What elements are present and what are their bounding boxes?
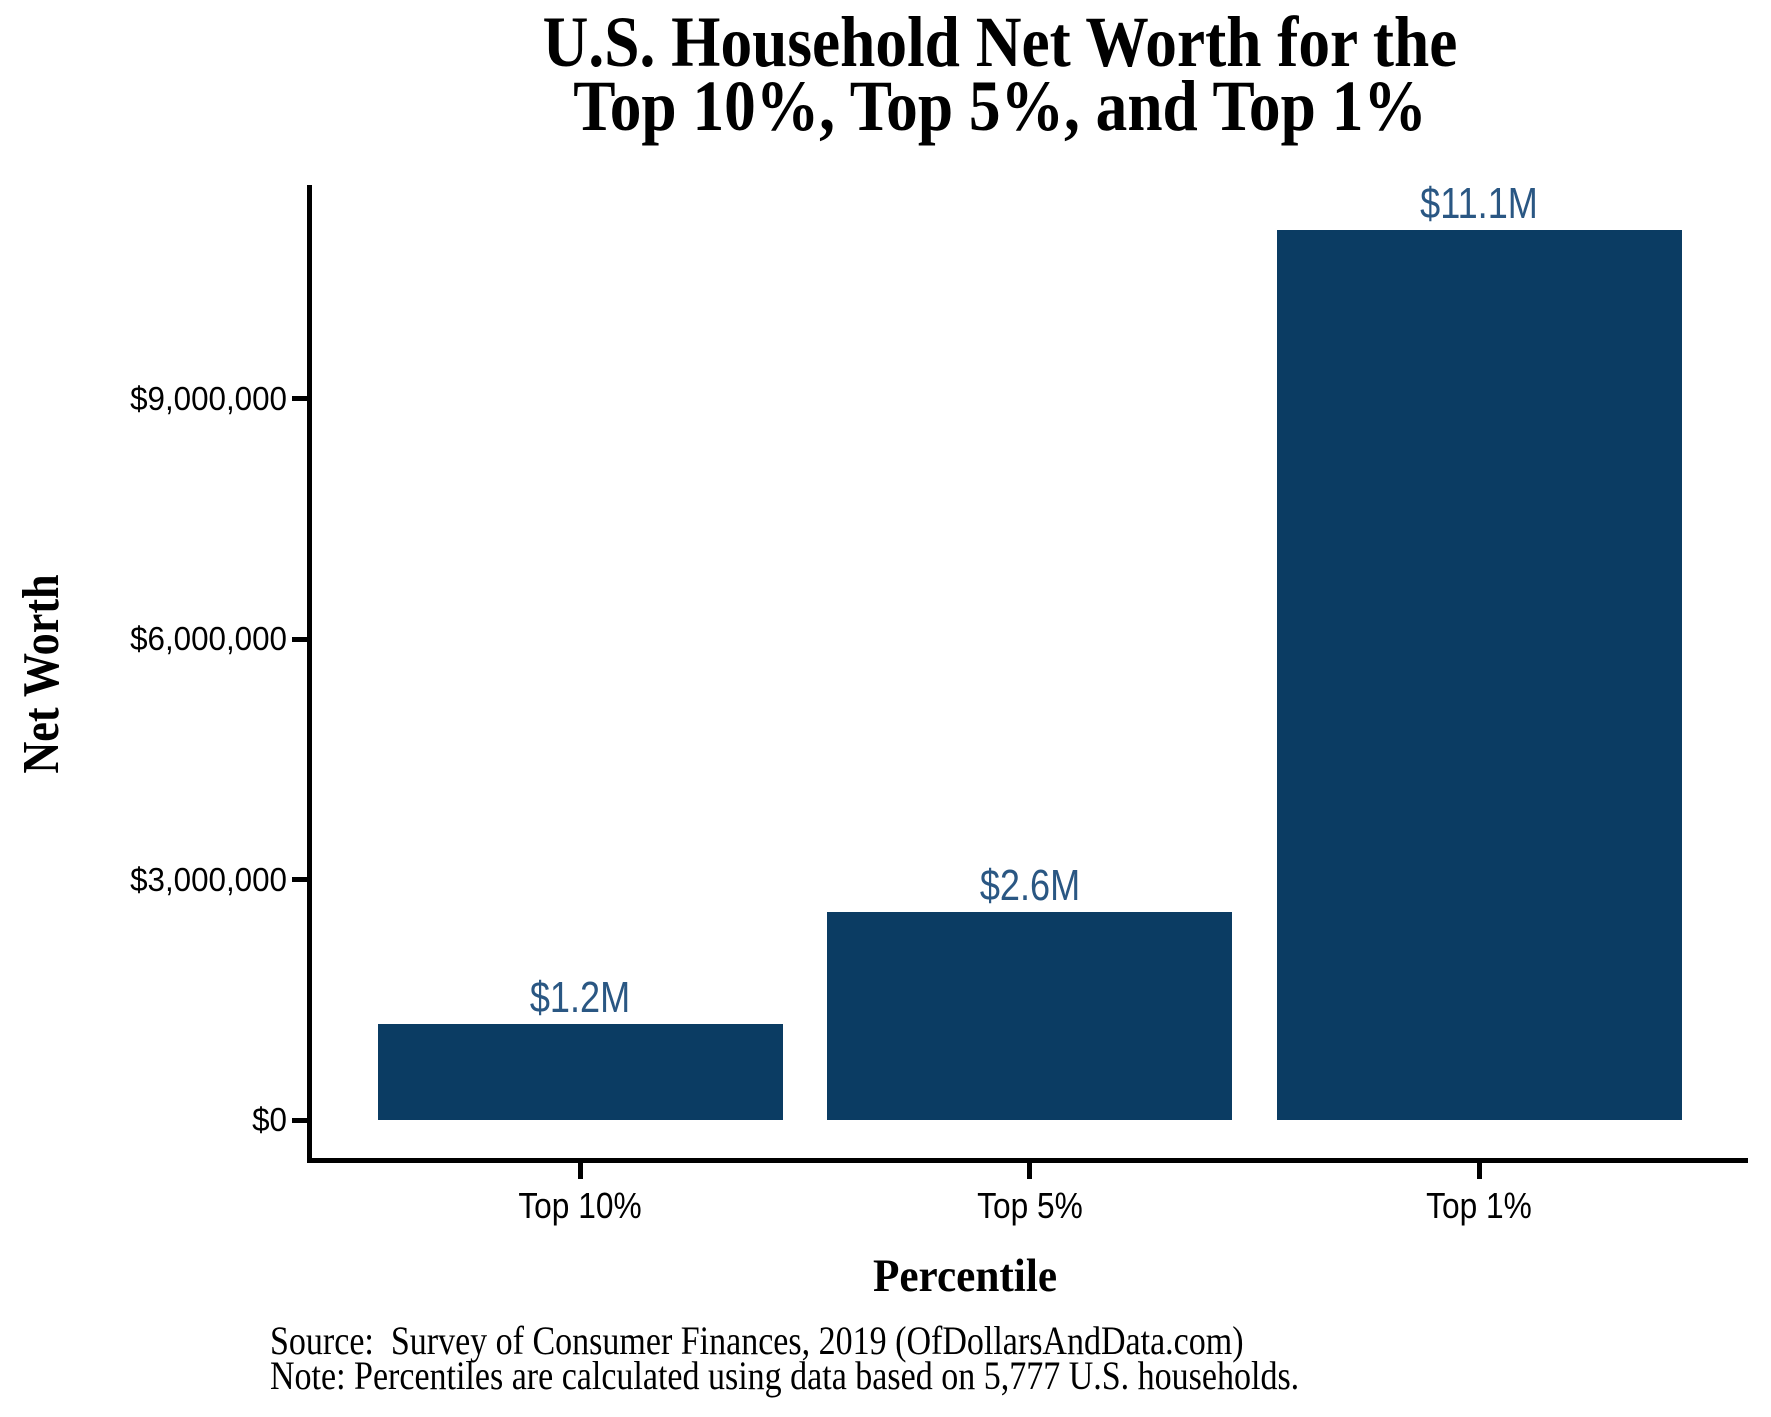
bar-top-10- [377, 1023, 783, 1120]
y-tick-label: $3,000,000 [130, 860, 287, 898]
bar-value-label: $11.1M [1420, 179, 1538, 229]
bar-value-label: $2.6M [979, 860, 1080, 910]
x-tick-label: Top 1% [1426, 1185, 1532, 1226]
x-axis-title: Percentile [872, 1250, 1058, 1302]
bar-top-1- [1276, 230, 1682, 1120]
x-tick [577, 1163, 583, 1179]
footnote: Note: Percentiles are calculated using d… [270, 1353, 1300, 1398]
chart-title-line-1: U.S. Household Net Worth for the [542, 2, 1458, 82]
chart-title-line-2: Top 10%, Top 5%, and Top 1% [573, 66, 1427, 146]
y-axis-line [307, 185, 312, 1163]
y-tick [292, 636, 307, 642]
y-tick [292, 396, 307, 401]
source-note: Source: Survey of Consumer Finances, 201… [270, 1318, 1244, 1363]
bar-value-label: $1.2M [529, 972, 631, 1022]
y-tick-label: $6,000,000 [130, 620, 287, 657]
chart-title: U.S. Household Net Worth for the Top 10%… [367, 2, 1632, 146]
x-tick-label: Top 10% [518, 1185, 642, 1226]
y-tick [292, 877, 307, 882]
x-tick-label: Top 5% [976, 1185, 1083, 1226]
x-tick [1476, 1163, 1482, 1179]
y-axis-title: Net Worth [13, 574, 70, 774]
y-tick-label: $9,000,000 [130, 379, 287, 417]
y-tick [292, 1117, 307, 1123]
y-tick-label: $0 [252, 1101, 287, 1138]
x-tick [1027, 1163, 1032, 1179]
x-axis-line [307, 1158, 1748, 1163]
bar-top-5- [827, 911, 1232, 1120]
